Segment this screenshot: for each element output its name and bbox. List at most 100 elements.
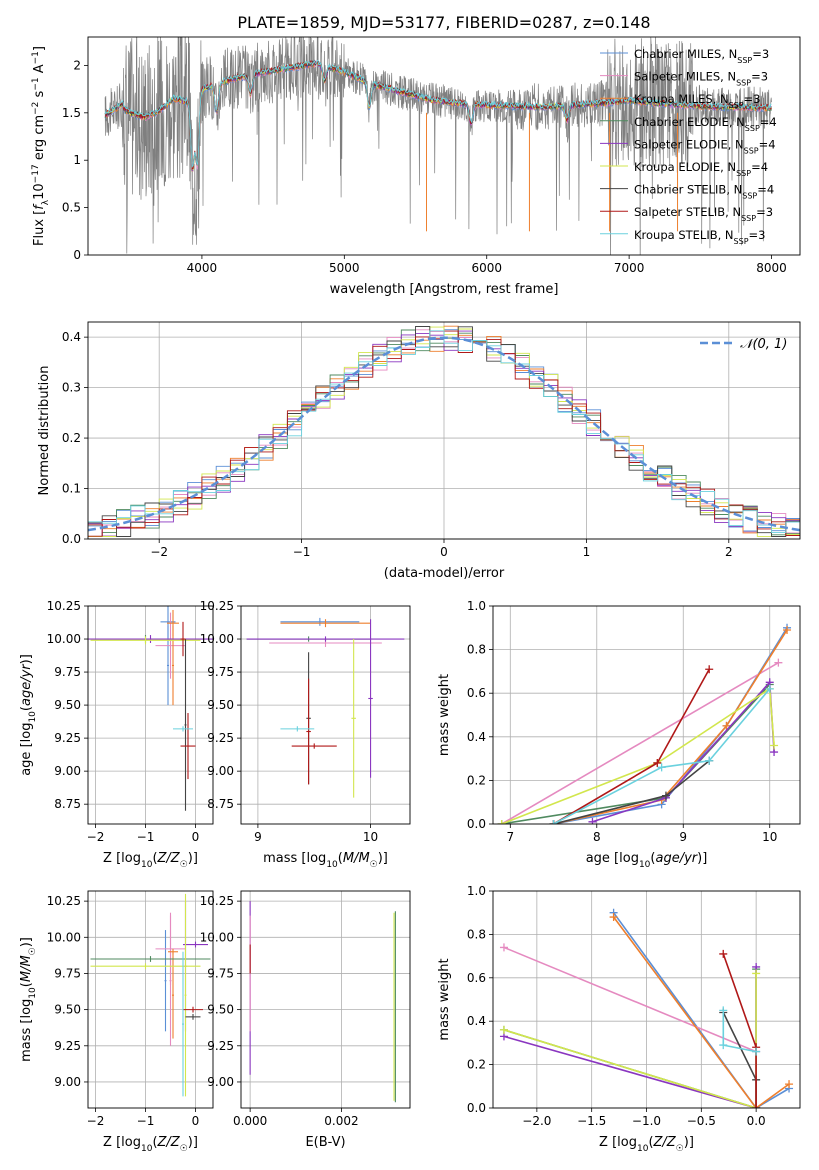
- plus-marker: [657, 763, 666, 772]
- legend-label: Salpeter STELIB, NSSP=3: [634, 205, 773, 223]
- axes-age-vs-mass: 9 10 8.75 9.00 9.25 9.50 9.75 10.00 10.25 mass [l…: [200, 599, 411, 870]
- axes-mass-vs-EBV: 0.000 0.002 9.00 9.25 9.50 9.75 10.00 10.25 E(B-…: [200, 890, 411, 1150]
- y-tick-label: 9.00: [207, 764, 234, 778]
- axes-spectrum: 4000 5000 6000 7000 8000 0 0.5 1 1.5 2 wavelength …: [31, 36, 801, 297]
- y-tick-label: 9.50: [207, 1003, 234, 1017]
- label-part: Z [log: [103, 851, 141, 866]
- label-part: ☉: [370, 860, 378, 870]
- y-tick-label: 10.00: [200, 930, 234, 944]
- legend-label: Salpeter MILES, NSSP=3: [634, 70, 768, 88]
- x-tick-label: 0.002: [324, 1114, 358, 1128]
- label-part: Z [log: [103, 1135, 141, 1150]
- legend-text: Kroupa MILES, N: [634, 92, 729, 106]
- label-part: ☉: [180, 860, 188, 870]
- legend-text: Chabrier STELIB, N: [634, 183, 742, 197]
- model-spectrum-kroupa-stelib: [104, 59, 772, 168]
- plus-marker: [722, 721, 731, 730]
- label-part: )]: [19, 654, 34, 664]
- x-tick-label: −2: [87, 830, 105, 844]
- y-tick-label: 0: [73, 248, 81, 262]
- y-tick-label: 10.00: [47, 930, 81, 944]
- x-axis-label: wavelength [Angstrom, rest frame]: [330, 282, 559, 297]
- label-part: age/yr: [19, 663, 34, 706]
- y-tick-label: 9.25: [54, 731, 81, 745]
- plus-marker: [752, 1047, 761, 1056]
- plot-area: [497, 623, 792, 824]
- y-tick-label: 0.0: [467, 817, 486, 831]
- y-axis-label: age [log10(age/yr)]: [19, 654, 38, 776]
- x-tick-label: 8000: [756, 261, 787, 275]
- label-part: 10: [28, 711, 38, 723]
- series-line-kroupa-miles: [612, 916, 790, 1108]
- x-tick-label: 0: [192, 1114, 200, 1128]
- plus-marker: [719, 1006, 728, 1015]
- label-part: Z/Z: [157, 1135, 181, 1150]
- label-part: age [log: [586, 851, 639, 866]
- label-part: f: [32, 203, 47, 210]
- y-tick-label: 9.00: [207, 1075, 234, 1089]
- series-line-salpeter-miles: [503, 946, 757, 1053]
- label-part: )]: [378, 851, 388, 866]
- label-part: age [log: [19, 723, 34, 776]
- series-line-chabrier-stelib: [553, 760, 710, 824]
- y-tick-label: 9.50: [54, 1003, 81, 1017]
- x-axis-label: age [log10(age/yr)]: [586, 851, 708, 870]
- plus-marker: [497, 820, 506, 824]
- label-part: )]: [188, 851, 198, 866]
- label-part: 10: [637, 1144, 649, 1154]
- y-tick-label: 9.50: [54, 698, 81, 712]
- plot-area: [249, 901, 396, 1103]
- label-part: −1: [31, 77, 41, 90]
- y-tick-label: 10.25: [47, 599, 81, 613]
- plot-area: [90, 893, 211, 1097]
- label-part: mass [log: [19, 999, 34, 1062]
- y-tick-label: 9.00: [54, 764, 81, 778]
- legend-text: =3: [752, 47, 769, 61]
- legend-normal-label: 𝒩(0, 1): [740, 337, 787, 352]
- x-tick-label: 9: [254, 830, 262, 844]
- plus-marker: [783, 625, 792, 634]
- y-axis-label: mass weight: [437, 674, 452, 756]
- axes-frame: [240, 605, 411, 825]
- legend-text: Salpeter STELIB, N: [634, 205, 741, 219]
- label-part: Flux [: [32, 210, 47, 246]
- label-part: M/M: [19, 955, 34, 982]
- plus-marker: [719, 1041, 728, 1050]
- legend-sub: SSP: [736, 78, 751, 87]
- series-line-salpeter-miles: [501, 662, 779, 824]
- legend-label: Kroupa MILES, NSSP=3: [634, 92, 760, 110]
- x-axis-label: mass [log10(M/M☉)]: [263, 851, 388, 870]
- y-tick-label: 10.00: [200, 632, 234, 646]
- label-part: )]: [188, 1135, 198, 1150]
- plus-marker: [765, 684, 774, 693]
- label-part: ☉: [676, 1144, 684, 1154]
- x-tick-label: 0.000: [233, 1114, 267, 1128]
- axes-residuals: −2 −1 0 1 2 0.0 0.1 0.2 0.3 0.4 (data-model)/error…: [37, 321, 801, 581]
- x-tick-label: 8: [593, 830, 601, 844]
- grid: [493, 605, 800, 825]
- x-tick-label: −1: [293, 545, 311, 559]
- y-tick-label: 0.8: [467, 643, 486, 657]
- legend-text: =4: [760, 115, 777, 129]
- label-part: erg cm: [32, 115, 47, 164]
- normal-reference-curve: [88, 336, 800, 532]
- label-part: (: [152, 1135, 157, 1150]
- label-part: (: [19, 706, 34, 711]
- legend-text: Kroupa STELIB, N: [634, 228, 734, 242]
- grid: [241, 891, 410, 1108]
- observed-spectrum-line: [104, 37, 772, 255]
- plus-marker: [653, 758, 662, 767]
- label-part: mass [log: [263, 851, 326, 866]
- label-part: Z [log: [599, 1135, 637, 1150]
- y-tick-label: 0.2: [467, 773, 486, 787]
- plot-area: [88, 325, 800, 537]
- plus-marker: [609, 913, 618, 922]
- legend-text: =3: [749, 228, 766, 242]
- legend-sub: SSP: [745, 123, 760, 132]
- y-tick-label: 9.75: [54, 665, 81, 679]
- series-line-kroupa-elodie: [503, 973, 757, 1108]
- y-tick-label: 0.4: [467, 730, 486, 744]
- plus-marker: [785, 1080, 794, 1089]
- axes-frame: [492, 890, 801, 1109]
